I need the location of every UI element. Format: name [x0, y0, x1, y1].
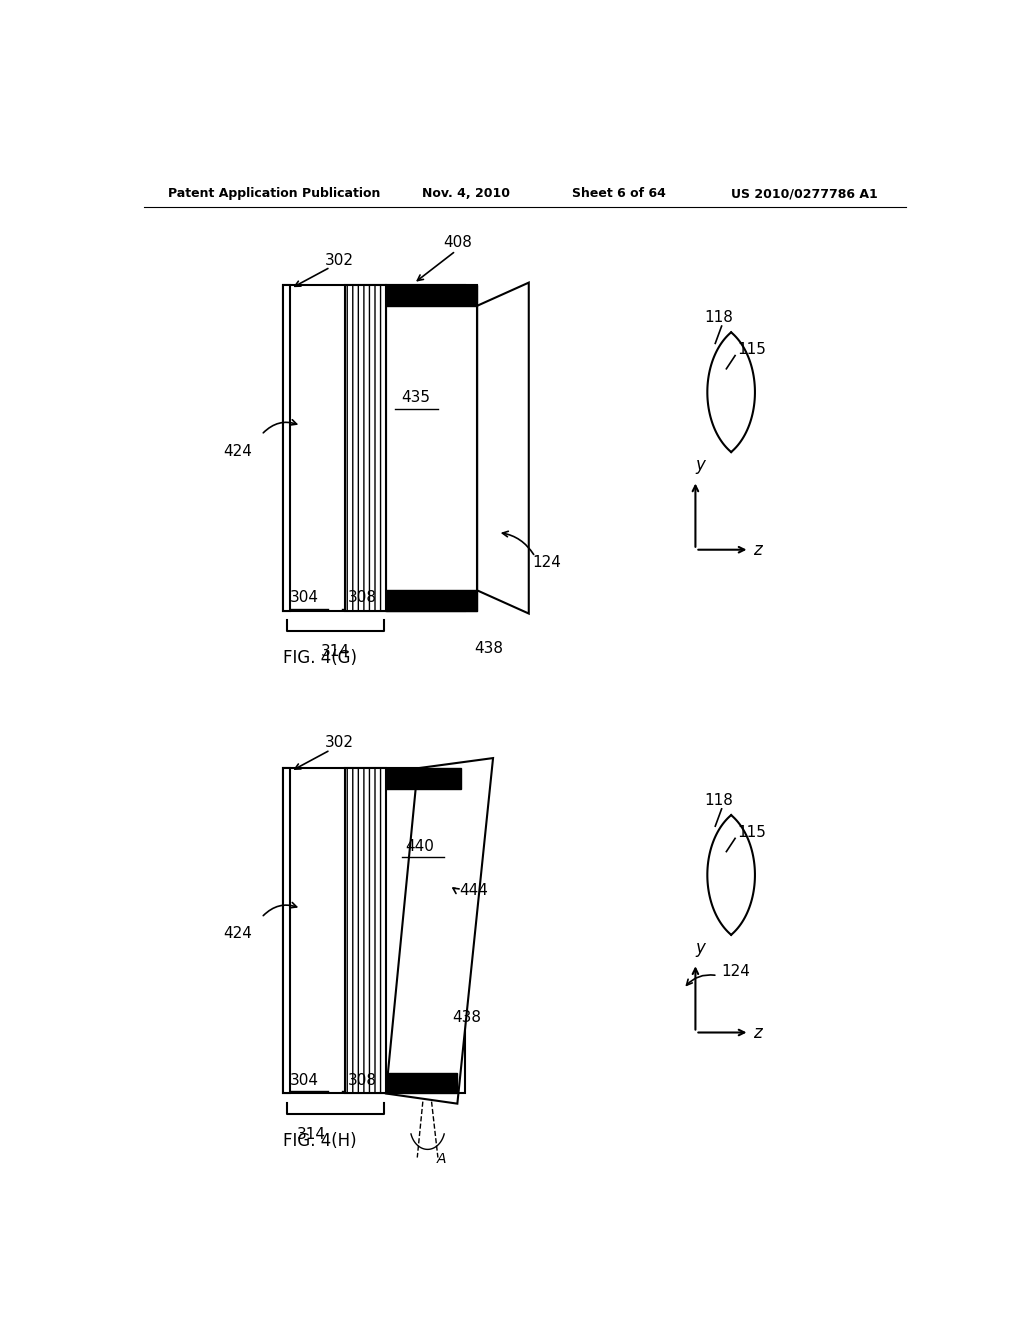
Text: 438: 438 — [474, 640, 504, 656]
Text: FIG. 4(H): FIG. 4(H) — [283, 1133, 356, 1150]
Bar — [283, 285, 465, 611]
Text: 444: 444 — [460, 883, 488, 898]
Text: 118: 118 — [705, 793, 733, 808]
Text: z: z — [753, 1023, 762, 1041]
Text: 124: 124 — [722, 964, 751, 979]
Text: A: A — [436, 1151, 445, 1166]
Text: 115: 115 — [737, 825, 766, 840]
Text: 308: 308 — [347, 590, 377, 605]
Text: 440: 440 — [406, 840, 434, 854]
Text: 308: 308 — [347, 1073, 377, 1088]
Text: 124: 124 — [532, 556, 561, 570]
Bar — [386, 285, 477, 611]
Text: 302: 302 — [325, 735, 354, 750]
Text: Nov. 4, 2010: Nov. 4, 2010 — [422, 187, 510, 201]
Bar — [345, 285, 386, 611]
Text: FIG. 4(G): FIG. 4(G) — [283, 649, 356, 668]
Text: 304: 304 — [290, 1073, 318, 1088]
Text: Patent Application Publication: Patent Application Publication — [168, 187, 380, 201]
Text: 118: 118 — [705, 310, 733, 326]
Text: y: y — [695, 457, 706, 474]
Text: 115: 115 — [737, 342, 766, 356]
Text: 438: 438 — [452, 1010, 481, 1024]
Text: 424: 424 — [223, 927, 252, 941]
Bar — [345, 768, 386, 1093]
Text: 314: 314 — [297, 1127, 326, 1142]
Bar — [283, 768, 290, 1093]
Text: z: z — [753, 541, 762, 558]
Bar — [283, 768, 465, 1093]
Text: 408: 408 — [443, 235, 472, 251]
Polygon shape — [386, 758, 494, 1104]
Bar — [386, 285, 477, 306]
Text: 304: 304 — [290, 590, 318, 605]
Text: 314: 314 — [321, 644, 349, 659]
Bar — [386, 768, 461, 788]
Text: 435: 435 — [400, 389, 430, 405]
Bar — [283, 285, 290, 611]
Text: US 2010/0277786 A1: US 2010/0277786 A1 — [731, 187, 878, 201]
Bar — [386, 590, 477, 611]
Polygon shape — [477, 282, 528, 614]
Text: 302: 302 — [325, 252, 354, 268]
Text: Sheet 6 of 64: Sheet 6 of 64 — [572, 187, 667, 201]
Text: 424: 424 — [223, 444, 252, 458]
Text: y: y — [695, 940, 706, 957]
Bar — [386, 1073, 458, 1093]
